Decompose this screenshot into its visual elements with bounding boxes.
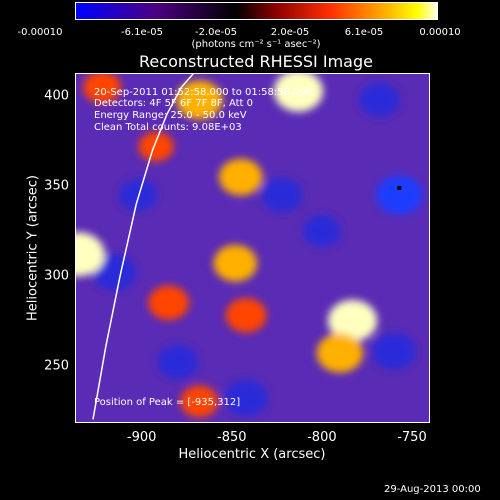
bright-source-10 [213, 244, 258, 282]
bright-source-3 [218, 158, 263, 196]
colorbar-tick-label: -2.0e-05 [195, 27, 237, 38]
bright-source-7 [225, 298, 267, 333]
bright-source-1 [176, 80, 223, 120]
y-tick-label: 250 [44, 358, 69, 374]
x-tick-label: -750 [397, 430, 427, 445]
plot-frame [75, 73, 430, 423]
dark-source-7 [372, 332, 416, 370]
date-stamp: 29-Aug-2013 00:00 [384, 484, 481, 495]
y-tick-label: 400 [44, 88, 69, 104]
x-axis-label: Heliocentric X (arcsec) [178, 447, 326, 462]
colorbar-units: (photons cm⁻² s⁻¹ asec⁻²) [191, 39, 321, 50]
y-tick-label: 300 [44, 268, 69, 284]
colorbar-tick-label: 0.00010 [419, 27, 461, 38]
colorbar-tick-label: 6.1e-05 [344, 27, 384, 38]
bright-source-5 [316, 333, 364, 373]
dark-source-3 [261, 177, 303, 213]
detectors-text: Detectors: 4F 5F 6F 7F 8F, Att 0 [94, 98, 254, 109]
x-tick-label: -850 [217, 430, 247, 445]
dark-spot-marker [397, 185, 402, 190]
dark-source-8 [302, 214, 341, 247]
y-axis-label: Heliocentric Y (arcsec) [25, 175, 41, 321]
dark-source-4 [224, 379, 268, 417]
bright-source-9 [138, 131, 174, 162]
peak-position-text: Position of Peak = [-935,312] [94, 397, 241, 408]
dark-source-1 [376, 175, 423, 215]
bright-source-6 [148, 285, 190, 320]
bright-source-11 [180, 385, 219, 418]
bright-source-8 [83, 73, 122, 104]
time-range-text: 20-Sep-2011 01:52:58.000 to 01:58:58.000 [94, 87, 313, 98]
energy-range-text: Energy Range: 25.0 - 50.0 keV [94, 110, 247, 121]
dark-source-0 [92, 253, 137, 291]
bright-source-0 [75, 232, 105, 277]
colorbar-tick-label: -6.1e-05 [121, 27, 163, 38]
y-tick-label: 350 [44, 178, 69, 194]
dark-source-2 [359, 82, 400, 118]
dark-source-5 [119, 179, 158, 212]
solar-limb-curve [92, 73, 195, 420]
colorbar-tick-label: -0.00010 [17, 27, 63, 38]
bright-source-2 [273, 73, 324, 112]
clean-counts-text: Clean Total counts: 9.08E+03 [94, 122, 242, 133]
colorbar [75, 2, 438, 20]
dark-source-6 [157, 344, 199, 380]
bright-source-4 [327, 299, 378, 342]
chart-title: Reconstructed RHESSI Image [139, 52, 373, 71]
x-tick-label: -800 [307, 430, 337, 445]
colorbar-tick-label: 2.0e-05 [270, 27, 310, 38]
heatmap-plot [75, 73, 430, 423]
x-tick-label: -900 [126, 430, 157, 445]
